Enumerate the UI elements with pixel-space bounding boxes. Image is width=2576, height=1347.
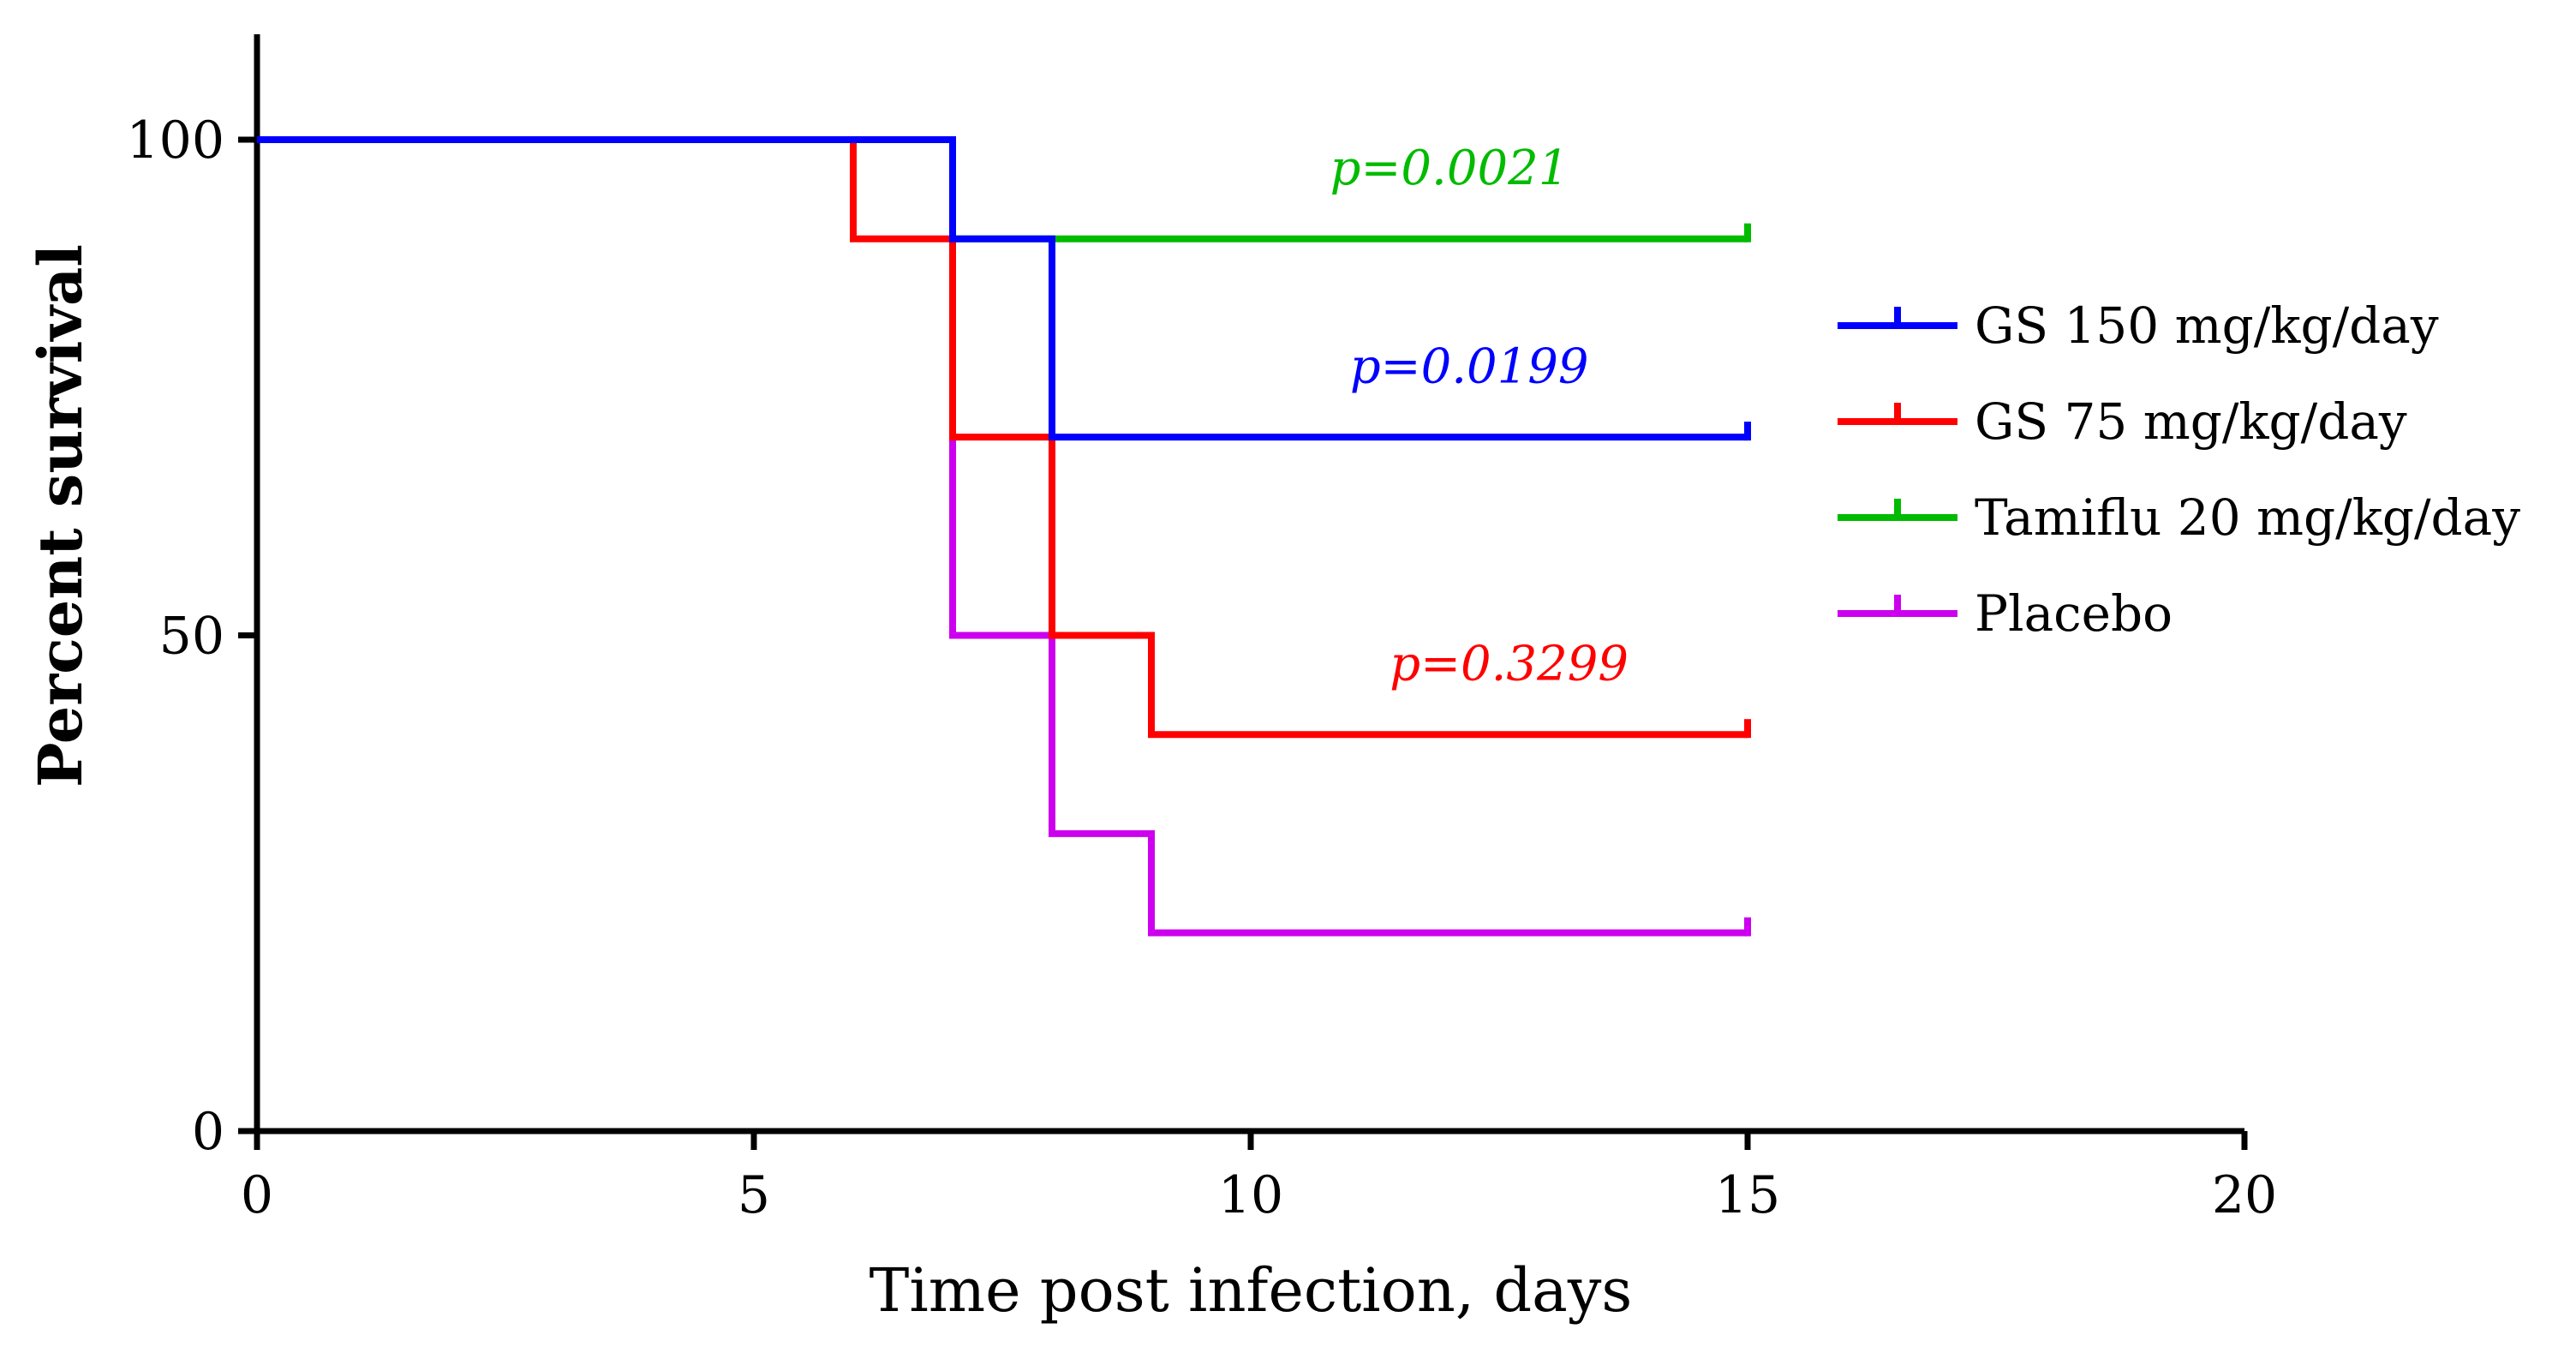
annotation-layer: p=0.0021 p=0.0199 p=0.3299 <box>1330 141 1629 692</box>
legend-label: GS 75 mg/kg/day <box>1975 392 2407 451</box>
y-tick-label: 0 <box>192 1102 224 1162</box>
p-value-annotation: p=0.0199 <box>1350 338 1589 394</box>
x-tick-label: 10 <box>1218 1165 1283 1225</box>
x-axis-title: Time post infection, days <box>870 1255 1633 1326</box>
y-tick-label: 50 <box>159 607 224 667</box>
x-tick-label: 0 <box>241 1165 273 1225</box>
axes <box>254 34 2244 1134</box>
p-value-annotation: p=0.0021 <box>1330 141 1569 196</box>
legend: GS 150 mg/kg/day GS 75 mg/kg/day Tamiflu 2… <box>1838 296 2520 643</box>
x-tick-label: 5 <box>738 1165 770 1225</box>
series-layer <box>257 136 1751 937</box>
y-ticks: 0 50 100 <box>126 111 257 1162</box>
x-ticks: 0 5 10 15 20 <box>241 1131 2277 1225</box>
p-value-annotation: p=0.3299 <box>1390 637 1629 692</box>
legend-label: Placebo <box>1975 584 2173 643</box>
survival-line <box>257 136 1748 937</box>
legend-label: Tamiflu 20 mg/kg/day <box>1975 488 2520 547</box>
survival-line <box>257 136 1748 739</box>
survival-line <box>257 136 1748 441</box>
legend-label: GS 150 mg/kg/day <box>1975 296 2439 355</box>
y-axis-title: Percent survival <box>25 244 96 787</box>
x-tick-label: 20 <box>2212 1165 2277 1225</box>
x-tick-label: 15 <box>1715 1165 1780 1225</box>
y-tick-label: 100 <box>126 111 224 171</box>
